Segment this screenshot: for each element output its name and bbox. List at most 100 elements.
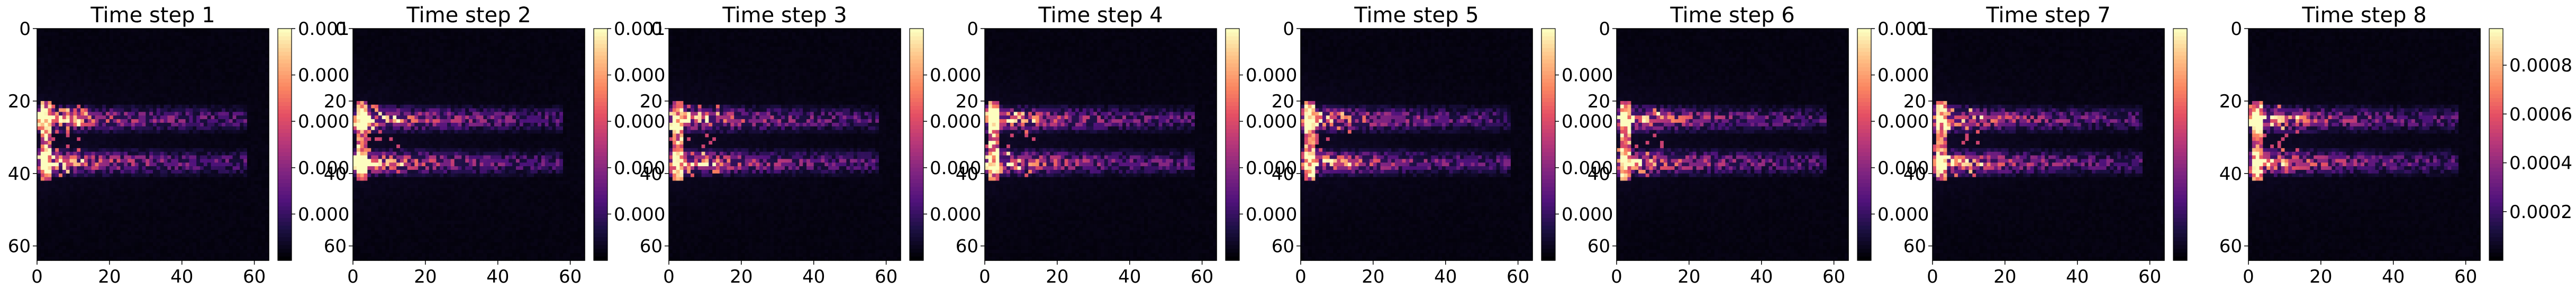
heatmap-cell: [196, 57, 201, 62]
heatmap-cell: [80, 50, 85, 55]
heatmap-cell: [66, 119, 70, 123]
heatmap-cell: [153, 224, 157, 229]
heatmap-cell: [149, 184, 153, 188]
heatmap-cell: [250, 126, 255, 131]
heatmap-cell: [138, 242, 143, 247]
heatmap-cell: [55, 39, 59, 43]
heatmap-cell: [261, 53, 266, 58]
heatmap-cell: [106, 75, 110, 80]
heatmap-cell: [243, 50, 248, 55]
heatmap-cell: [55, 126, 59, 131]
heatmap-cell: [80, 133, 85, 138]
heatmap-cell: [44, 75, 49, 80]
heatmap-cell: [182, 191, 186, 196]
heatmap-cell: [59, 249, 63, 254]
heatmap-cell: [178, 32, 183, 37]
heatmap-cell: [116, 53, 121, 58]
heatmap-cell: [254, 112, 259, 116]
heatmap-cell: [432, 47, 437, 51]
heatmap-cell: [229, 133, 233, 138]
heatmap-cell: [425, 57, 430, 62]
heatmap-cell: [443, 47, 448, 51]
heatmap-cell: [559, 35, 564, 40]
heatmap-cell: [552, 50, 556, 55]
colorbar-segment: [278, 59, 292, 64]
heatmap-cell: [146, 108, 150, 113]
heatmap-cell: [156, 159, 161, 163]
heatmap-cell: [146, 195, 150, 200]
heatmap-cell: [382, 35, 386, 40]
heatmap-cell: [375, 35, 379, 40]
heatmap-cell: [189, 72, 193, 76]
heatmap-cell: [214, 126, 219, 131]
heatmap-cell: [37, 188, 41, 192]
heatmap-cell: [80, 210, 85, 214]
heatmap-cell: [98, 47, 103, 51]
heatmap-cell: [66, 246, 70, 250]
heatmap-cell: [545, 57, 549, 62]
heatmap-cell: [203, 253, 208, 257]
heatmap-cell: [149, 206, 153, 210]
heatmap-cell: [189, 32, 193, 37]
heatmap-cell: [164, 115, 168, 120]
heatmap-cell: [236, 32, 240, 37]
heatmap-cell: [232, 57, 237, 62]
heatmap-cell: [199, 162, 204, 167]
heatmap-cell: [465, 61, 469, 66]
heatmap-cell: [51, 104, 56, 109]
heatmap-cell: [62, 97, 67, 102]
heatmap-cell: [116, 169, 121, 174]
heatmap-cell: [44, 65, 49, 69]
heatmap-cell: [113, 169, 117, 174]
heatmap-cell: [250, 108, 255, 113]
heatmap-cell: [254, 32, 259, 37]
heatmap-cell: [538, 35, 542, 40]
heatmap-cell: [211, 61, 215, 66]
heatmap-cell: [465, 65, 469, 69]
heatmap-cell: [211, 83, 215, 87]
heatmap-cell: [146, 119, 150, 123]
heatmap-cell: [120, 202, 124, 206]
heatmap-cell: [149, 231, 153, 236]
heatmap-cell: [182, 119, 186, 123]
heatmap-cell: [84, 220, 88, 225]
heatmap-cell: [87, 210, 92, 214]
heatmap-cell: [225, 112, 230, 116]
heatmap-cell: [91, 206, 96, 210]
heatmap-cell: [199, 50, 204, 55]
heatmap-cell: [138, 130, 143, 134]
heatmap-cell: [84, 231, 88, 236]
heatmap-cell: [138, 61, 143, 66]
heatmap-cell: [214, 130, 219, 134]
heatmap-cell: [196, 137, 201, 141]
heatmap-cell: [160, 202, 165, 206]
heatmap-cell: [407, 35, 412, 40]
heatmap-cell: [211, 220, 215, 225]
heatmap-cell: [128, 32, 132, 37]
heatmap-cell: [44, 83, 49, 87]
heatmap-cell: [142, 177, 146, 182]
heatmap-cell: [250, 184, 255, 188]
heatmap-cell: [153, 253, 157, 257]
heatmap-cell: [116, 202, 121, 206]
heatmap-cell: [153, 238, 157, 243]
heatmap-cell: [214, 188, 219, 192]
heatmap-cell: [153, 86, 157, 91]
heatmap-cell: [236, 206, 240, 210]
heatmap-cell: [566, 29, 571, 33]
heatmap-cell: [109, 166, 114, 170]
heatmap-cell: [128, 184, 132, 188]
heatmap-cell: [265, 115, 269, 120]
heatmap-cell: [84, 228, 88, 232]
heatmap-cell: [222, 53, 226, 58]
heatmap-cell: [106, 108, 110, 113]
heatmap-cell: [87, 184, 92, 188]
heatmap-cell: [48, 104, 52, 109]
colorbar-segment: [278, 148, 292, 153]
heatmap-cell: [124, 231, 128, 236]
heatmap-cell: [62, 202, 67, 206]
heatmap-cell: [156, 32, 161, 37]
heatmap-cell: [225, 57, 230, 62]
heatmap-cell: [77, 61, 81, 66]
heatmap-cell: [207, 43, 212, 47]
